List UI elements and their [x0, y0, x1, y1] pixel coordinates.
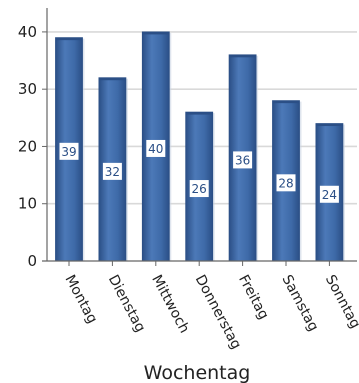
- data-label: 36: [235, 153, 250, 167]
- data-labels: 39 32 40 26 36 28 24: [59, 139, 339, 203]
- y-tick-labels: 0 10 20 30 40: [18, 23, 37, 270]
- data-label: 26: [192, 182, 207, 196]
- x-tick-label: Donnerstag: [192, 272, 244, 352]
- data-label-box: [319, 185, 339, 203]
- data-label-box: [102, 162, 122, 180]
- data-label-box: [276, 174, 296, 192]
- y-tick-label: 10: [18, 195, 37, 213]
- bar-top-edge: [315, 123, 343, 127]
- data-label: 28: [278, 176, 293, 190]
- data-label: 32: [105, 165, 120, 179]
- bars: [55, 31, 345, 262]
- x-tick-label: Sonntag: [322, 272, 359, 331]
- data-label-box: [189, 180, 209, 198]
- bar-top-edge: [229, 54, 257, 58]
- y-tick-label: 30: [18, 80, 37, 98]
- data-label-box: [146, 139, 166, 157]
- y-tick-label: 0: [27, 252, 37, 270]
- data-label-box: [233, 151, 253, 169]
- data-label: 24: [322, 188, 337, 202]
- x-tick-label: Montag: [61, 272, 100, 326]
- axes: [42, 8, 357, 266]
- y-tick-label: 20: [18, 137, 37, 155]
- data-label-box: [59, 142, 79, 160]
- bar-top-edge: [55, 37, 83, 41]
- data-label: 39: [61, 145, 76, 159]
- x-tick-label: Dienstag: [105, 272, 148, 335]
- y-tick-label: 40: [18, 23, 37, 41]
- bar-top-edge: [98, 77, 126, 81]
- data-label: 40: [148, 142, 163, 156]
- bar-top-edge: [272, 100, 300, 104]
- x-tick-label: Samstag: [278, 272, 321, 334]
- x-tick-label: Freitag: [235, 272, 272, 322]
- bar-top-edge: [142, 31, 170, 35]
- x-tick-label: Mittwoch: [148, 272, 192, 336]
- bar-top-edge: [185, 112, 213, 115]
- x-axis-title: Wochentag: [144, 362, 251, 383]
